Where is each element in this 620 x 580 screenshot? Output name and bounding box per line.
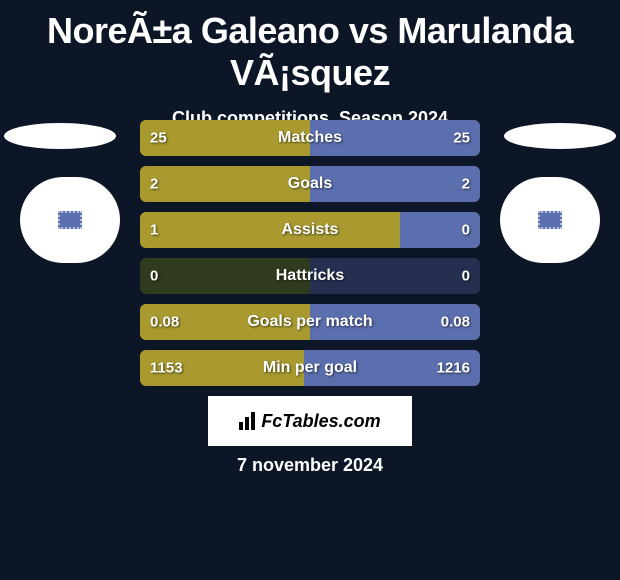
stat-row: 2525Matches — [140, 120, 480, 156]
stat-bar-left — [140, 120, 310, 156]
decoration-ellipse-left — [4, 123, 116, 149]
stat-row: 0.080.08Goals per match — [140, 304, 480, 340]
stat-bar-left — [140, 304, 310, 340]
player-flag-left — [58, 211, 82, 229]
stat-bar-left — [140, 166, 310, 202]
stat-bar-left — [140, 212, 400, 248]
decoration-ellipse-right — [504, 123, 616, 149]
brand-box: FcTables.com — [208, 396, 412, 446]
page-title: NoreÃ±a Galeano vs Marulanda VÃ¡squez — [0, 0, 620, 94]
stat-bar-right — [310, 304, 480, 340]
stats-bars: 2525Matches 22Goals 10Assists 00Hattricks 0.… — [140, 120, 480, 396]
stat-row: 10Assists — [140, 212, 480, 248]
stat-bar-left — [140, 258, 310, 294]
player-card-right — [500, 177, 600, 263]
player-card-left — [20, 177, 120, 263]
brand-label: FcTables.com — [261, 411, 380, 432]
stat-row: 11531216Min per goal — [140, 350, 480, 386]
stat-bar-right — [310, 258, 480, 294]
stat-bar-right — [310, 166, 480, 202]
stat-bar-left — [140, 350, 304, 386]
player-flag-right — [538, 211, 562, 229]
stat-bar-right — [304, 350, 480, 386]
brand-text: FcTables.com — [239, 411, 380, 432]
stat-bar-right — [310, 120, 480, 156]
stat-row: 00Hattricks — [140, 258, 480, 294]
date-text: 7 november 2024 — [0, 455, 620, 476]
brand-bars-icon — [239, 412, 257, 430]
stat-row: 22Goals — [140, 166, 480, 202]
stat-bar-right — [400, 212, 480, 248]
